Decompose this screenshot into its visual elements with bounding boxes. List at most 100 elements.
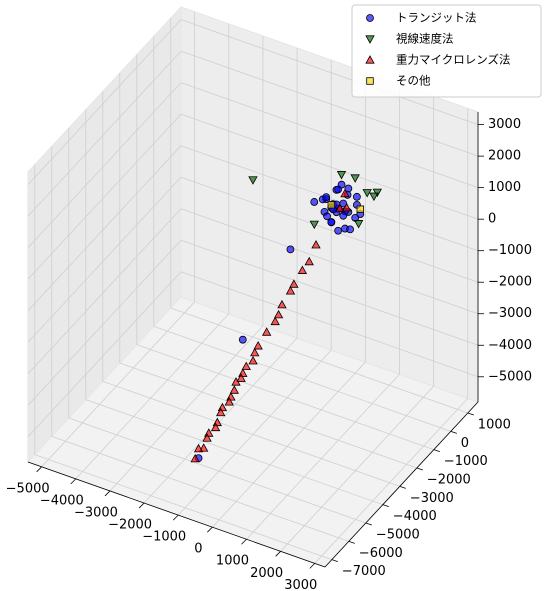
- point: [248, 355, 258, 365]
- grid-line: [27, 113, 182, 280]
- point: [336, 171, 347, 180]
- point: [327, 201, 336, 209]
- point: [311, 240, 321, 249]
- y-tick-label: −4000: [393, 509, 437, 524]
- point: [346, 225, 354, 234]
- x-tick-label: 3000: [284, 578, 317, 591]
- z-tick-label: −4000: [488, 338, 532, 353]
- tick-mark: [70, 478, 77, 485]
- legend-box: [351, 4, 542, 98]
- x-tick-label: −2000: [108, 518, 152, 533]
- tick-mark: [365, 522, 372, 526]
- tick-mark: [433, 449, 440, 453]
- point: [334, 226, 343, 235]
- legend-marker: [366, 77, 374, 85]
- point: [229, 385, 240, 394]
- grid-line: [119, 362, 417, 469]
- grid-line: [170, 307, 468, 414]
- point: [250, 347, 260, 357]
- point: [289, 279, 299, 288]
- grid: [27, 11, 479, 564]
- point: [261, 327, 272, 336]
- grid-line: [143, 337, 298, 504]
- grid-line: [180, 271, 479, 378]
- grid-line: [27, 208, 182, 375]
- point: [241, 361, 251, 371]
- point: [236, 373, 246, 382]
- axes: −5000−4000−3000−2000−10000100020003000−7…: [6, 112, 532, 591]
- tick-mark: [450, 430, 457, 434]
- x-tick-label: 2000: [250, 566, 283, 581]
- z-tick-label: −3000: [488, 306, 532, 321]
- legend-label: トランジット法: [396, 11, 477, 25]
- point: [224, 397, 234, 406]
- point: [297, 265, 308, 274]
- point: [210, 422, 221, 432]
- legend-label: その他: [396, 74, 431, 88]
- grid-line: [41, 301, 195, 468]
- point: [369, 192, 379, 202]
- z-tick-label: −1000: [488, 243, 532, 258]
- grid-line: [180, 82, 479, 189]
- y-tick-label: −6000: [359, 546, 403, 561]
- legend-label: 視線速度法: [396, 32, 454, 46]
- x-tick-label: −3000: [74, 505, 118, 520]
- grid-line: [34, 454, 332, 561]
- point: [285, 286, 296, 295]
- y-tick-label: 1000: [478, 418, 511, 433]
- grid-line: [68, 417, 366, 524]
- grid-line: [27, 145, 182, 311]
- point: [353, 220, 364, 229]
- y-tick-label: −5000: [376, 528, 420, 543]
- y-tick-label: 0: [461, 436, 469, 451]
- point: [273, 309, 284, 319]
- tick-mark: [138, 502, 145, 509]
- tick-mark: [348, 540, 355, 544]
- point: [342, 203, 352, 212]
- grid-line: [180, 50, 479, 157]
- x-tick-label: −5000: [6, 481, 50, 496]
- grid-line: [102, 380, 400, 487]
- point: [231, 377, 241, 386]
- point: [277, 299, 287, 309]
- grid-line: [85, 399, 383, 506]
- z-tick-label: 1000: [488, 180, 521, 195]
- grid-line: [27, 271, 182, 438]
- point: [362, 189, 372, 198]
- point: [253, 341, 263, 350]
- tick-mark: [467, 412, 474, 416]
- point: [199, 443, 209, 452]
- tick-mark: [275, 551, 281, 557]
- z-tick-label: −2000: [488, 275, 532, 290]
- grid-line: [177, 349, 332, 516]
- point: [352, 192, 361, 201]
- grid-line: [180, 19, 479, 125]
- grid-line: [280, 386, 434, 552]
- point: [216, 407, 226, 417]
- grid-line: [51, 435, 349, 542]
- grid-line: [27, 50, 182, 217]
- tick-mark: [104, 490, 111, 497]
- tick-mark: [399, 485, 406, 489]
- tick-mark: [382, 504, 389, 508]
- grid-line: [136, 344, 434, 451]
- point: [323, 212, 331, 221]
- grid-line: [109, 325, 264, 492]
- point: [334, 185, 343, 194]
- point: [202, 433, 212, 442]
- point: [335, 203, 345, 212]
- grid-line: [180, 208, 479, 315]
- z-tick-label: 0: [488, 212, 496, 227]
- point: [310, 198, 319, 206]
- grid-line: [314, 398, 469, 564]
- point: [248, 176, 258, 185]
- grid-line: [27, 239, 182, 406]
- point: [304, 256, 314, 266]
- x-tick-label: 0: [194, 542, 202, 557]
- axis-line: [27, 461, 326, 568]
- y-tick-label: −2000: [427, 473, 471, 488]
- point: [190, 453, 200, 463]
- point: [238, 335, 247, 344]
- grid-line: [75, 313, 230, 480]
